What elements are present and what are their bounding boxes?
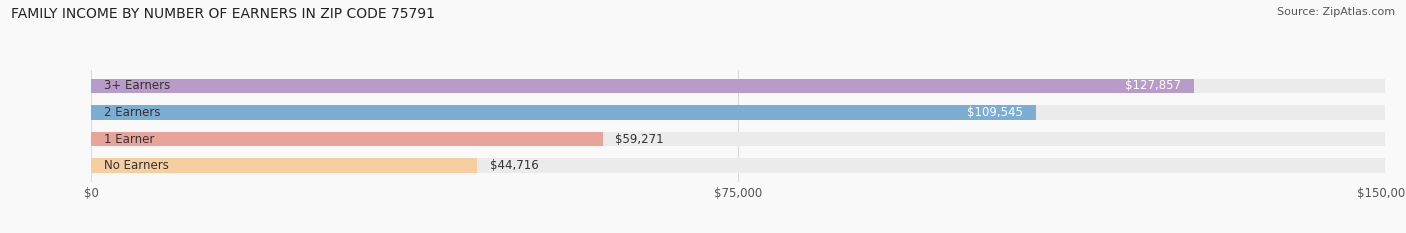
Bar [91,158,1385,173]
Bar [91,105,1036,120]
Bar [91,79,1385,93]
Bar [91,132,1385,147]
Text: Source: ZipAtlas.com: Source: ZipAtlas.com [1277,7,1395,17]
Text: 3+ Earners: 3+ Earners [104,79,170,92]
Bar [91,79,1194,93]
Text: No Earners: No Earners [104,159,169,172]
Text: 2 Earners: 2 Earners [104,106,160,119]
Text: $127,857: $127,857 [1125,79,1181,92]
Text: 1 Earner: 1 Earner [104,133,155,146]
Text: $44,716: $44,716 [489,159,538,172]
Text: FAMILY INCOME BY NUMBER OF EARNERS IN ZIP CODE 75791: FAMILY INCOME BY NUMBER OF EARNERS IN ZI… [11,7,436,21]
Bar [91,105,1385,120]
Bar [91,158,477,173]
Text: $109,545: $109,545 [967,106,1024,119]
Text: $59,271: $59,271 [616,133,664,146]
Bar [91,132,603,147]
